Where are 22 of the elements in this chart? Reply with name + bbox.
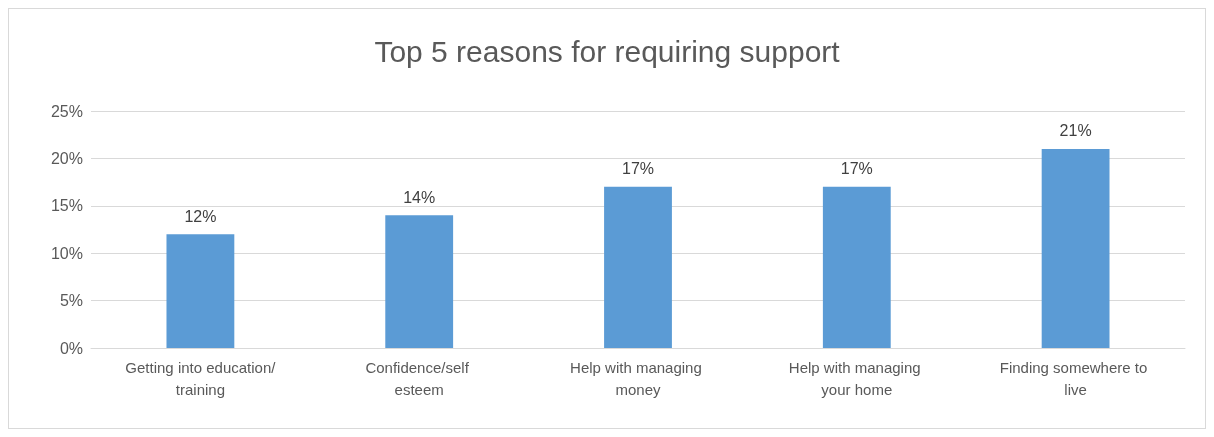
x-tick-label: Getting into education/training (125, 358, 277, 398)
y-tick-label: 5% (59, 292, 83, 310)
bar (385, 215, 454, 348)
x-tick-label: Finding somewhere to live (999, 358, 1152, 398)
data-label: 14% (403, 188, 436, 206)
y-tick-label: 15% (50, 197, 83, 215)
chart-title: Top 5 reasons for requiring support (374, 34, 841, 68)
y-tick-label: 20% (50, 149, 83, 167)
bar (166, 234, 235, 348)
data-label: 21% (1059, 122, 1092, 140)
bar (822, 186, 891, 348)
x-tick-label: Confidence/self esteem (365, 358, 473, 398)
data-label: 12% (184, 207, 217, 225)
y-tick-label: 25% (50, 102, 83, 120)
data-label: 17% (840, 160, 873, 178)
y-tick-label: 0% (59, 339, 83, 357)
x-tick-label: Help with managing money (570, 358, 706, 398)
data-label: 17% (621, 160, 655, 178)
x-tick-label: Help with managing your home (788, 358, 925, 398)
y-tick-label: 10% (50, 244, 83, 262)
bar (604, 186, 672, 348)
bar (1041, 148, 1110, 348)
